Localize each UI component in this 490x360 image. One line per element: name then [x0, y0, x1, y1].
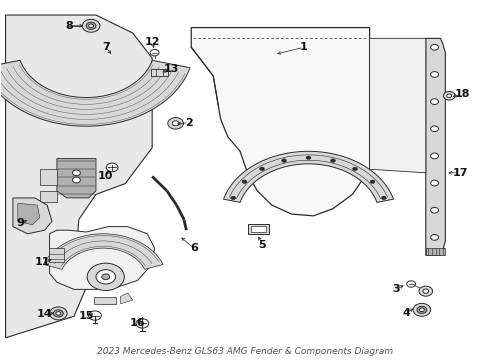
Text: 10: 10 — [98, 171, 113, 181]
Circle shape — [431, 153, 439, 159]
Text: 16: 16 — [130, 319, 146, 328]
Circle shape — [417, 306, 427, 314]
Text: 6: 6 — [190, 243, 197, 253]
Circle shape — [419, 286, 433, 296]
Polygon shape — [121, 293, 133, 304]
Text: 14: 14 — [37, 310, 52, 319]
Circle shape — [89, 311, 101, 320]
Circle shape — [419, 308, 424, 312]
Text: 9: 9 — [16, 218, 24, 228]
Circle shape — [431, 180, 439, 186]
Text: 18: 18 — [455, 89, 470, 99]
Circle shape — [431, 126, 439, 132]
Polygon shape — [40, 169, 57, 185]
Polygon shape — [40, 191, 57, 202]
Circle shape — [87, 263, 124, 291]
Text: 15: 15 — [78, 311, 94, 321]
Circle shape — [231, 196, 236, 200]
Polygon shape — [13, 198, 52, 234]
Polygon shape — [44, 234, 163, 269]
Circle shape — [431, 72, 439, 77]
Circle shape — [56, 312, 61, 315]
Circle shape — [73, 170, 80, 176]
Circle shape — [353, 167, 358, 171]
Circle shape — [413, 303, 431, 316]
Circle shape — [306, 156, 311, 159]
Circle shape — [431, 207, 439, 213]
Circle shape — [443, 91, 455, 100]
Circle shape — [331, 159, 336, 162]
Polygon shape — [426, 39, 445, 255]
Polygon shape — [94, 297, 116, 304]
Circle shape — [260, 167, 265, 171]
Text: 4: 4 — [402, 308, 410, 318]
Polygon shape — [191, 28, 369, 216]
Text: 5: 5 — [258, 239, 266, 249]
Text: 2: 2 — [185, 118, 193, 128]
Circle shape — [106, 163, 118, 172]
Polygon shape — [57, 158, 96, 198]
Bar — [248, 225, 270, 234]
Circle shape — [96, 270, 116, 284]
Circle shape — [136, 319, 149, 328]
Circle shape — [381, 196, 386, 200]
Polygon shape — [49, 248, 64, 262]
Circle shape — [423, 289, 429, 293]
Text: 11: 11 — [34, 257, 50, 267]
Circle shape — [282, 159, 287, 162]
Circle shape — [86, 22, 96, 30]
Polygon shape — [223, 151, 393, 202]
Circle shape — [53, 310, 63, 317]
Text: 8: 8 — [65, 21, 73, 31]
Text: 1: 1 — [300, 42, 308, 52]
Text: 17: 17 — [452, 168, 468, 178]
Text: 2023 Mercedes-Benz GLS63 AMG Fender & Components Diagram: 2023 Mercedes-Benz GLS63 AMG Fender & Co… — [97, 347, 393, 356]
Circle shape — [102, 274, 110, 280]
Circle shape — [172, 121, 179, 126]
Bar — [251, 226, 266, 232]
Circle shape — [370, 180, 375, 184]
Circle shape — [82, 19, 100, 32]
Text: 12: 12 — [145, 37, 160, 47]
Circle shape — [431, 44, 439, 50]
Polygon shape — [49, 226, 155, 289]
Polygon shape — [5, 15, 152, 338]
Text: 13: 13 — [164, 64, 179, 74]
Polygon shape — [426, 248, 445, 255]
Circle shape — [89, 24, 94, 28]
Polygon shape — [369, 39, 426, 173]
Text: 3: 3 — [392, 284, 400, 294]
Circle shape — [431, 234, 439, 240]
Circle shape — [431, 99, 439, 104]
Text: 7: 7 — [102, 42, 110, 52]
Circle shape — [49, 307, 67, 320]
Circle shape — [447, 94, 452, 98]
Circle shape — [150, 49, 159, 56]
Bar — [151, 69, 168, 76]
Circle shape — [242, 180, 247, 184]
Circle shape — [168, 118, 183, 129]
Circle shape — [73, 177, 80, 183]
Polygon shape — [18, 203, 40, 225]
Polygon shape — [0, 60, 190, 126]
Circle shape — [407, 281, 416, 287]
